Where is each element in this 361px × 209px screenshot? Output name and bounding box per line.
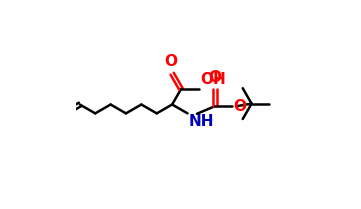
Text: O: O	[165, 54, 178, 69]
Text: OH: OH	[200, 72, 226, 87]
Text: O: O	[208, 70, 221, 85]
Text: O: O	[233, 99, 246, 114]
Text: NH: NH	[188, 115, 214, 129]
